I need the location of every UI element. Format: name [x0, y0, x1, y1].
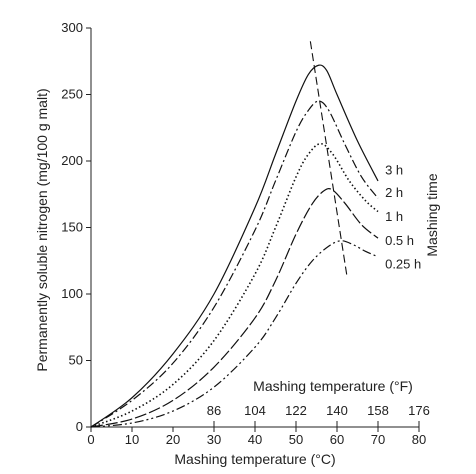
y-tick-label: 150	[61, 220, 83, 235]
f-tick-label: 122	[285, 403, 307, 418]
x-axis-title: Mashing temperature (°C)	[174, 451, 335, 467]
f-tick-label: 140	[326, 403, 348, 418]
x-tick-label: 0	[87, 432, 94, 447]
y-tick-label: 300	[61, 20, 83, 35]
series-label-3-h: 3 h	[385, 162, 403, 177]
secondary-x-axis-title: Mashing temperature (°F)	[253, 378, 413, 394]
y-tick-label: 100	[61, 286, 83, 301]
series-line-0-25-h	[90, 240, 379, 428]
series-labels: 3 h 2 h 1 h 0.5 h 0.25 h	[385, 162, 421, 271]
series-line-2-h	[90, 100, 379, 428]
series-label-0-5-h: 0.5 h	[385, 233, 414, 248]
x-tick-label: 10	[125, 432, 139, 447]
series-line-0-5-h	[90, 187, 379, 428]
series-label-1-h: 1 h	[385, 209, 403, 224]
x-tick-label: 30	[207, 432, 221, 447]
f-tick-label: 104	[244, 403, 266, 418]
x-tick-label: 40	[248, 432, 262, 447]
axes: 0 10 20 30 40 50 60 70 80 0 50 100 150 200 250 300 86 104…	[61, 20, 430, 447]
legend-title: Mashing time	[424, 173, 440, 256]
series-label-2-h: 2 h	[385, 185, 403, 200]
y-tick-label: 0	[76, 419, 83, 434]
peak-line	[309, 41, 348, 279]
y-tick-label: 250	[61, 87, 83, 102]
f-tick-label: 86	[207, 403, 221, 418]
x-tick-label: 70	[371, 432, 385, 447]
series-line-3-h	[90, 64, 379, 428]
series-label-0-25-h: 0.25 h	[385, 257, 421, 272]
x-tick-label: 60	[330, 432, 344, 447]
f-tick-label: 158	[367, 403, 389, 418]
y-axis-title: Permanently soluble nitrogen (mg/100 g m…	[34, 88, 50, 371]
y-tick-label: 200	[61, 153, 83, 168]
series-line-1-h	[90, 142, 379, 428]
x-tick-label: 50	[289, 432, 303, 447]
series-layer	[90, 41, 379, 428]
f-tick-label: 176	[408, 403, 430, 418]
x-tick-label: 80	[412, 432, 426, 447]
y-tick-label: 50	[69, 353, 83, 368]
x-tick-label: 20	[166, 432, 180, 447]
